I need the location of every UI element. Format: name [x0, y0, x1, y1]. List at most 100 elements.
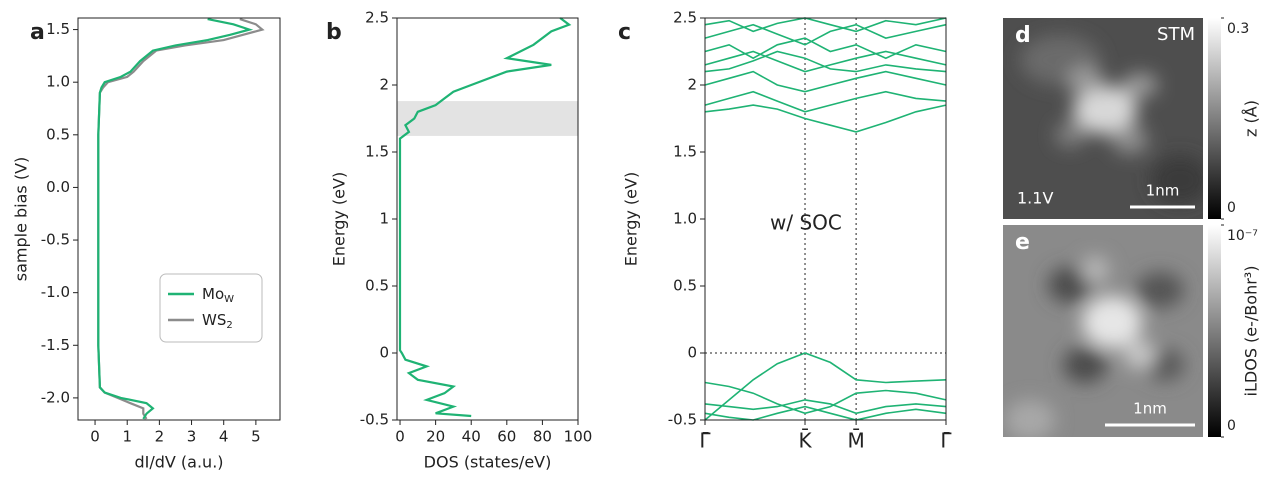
legend-name: WS [202, 311, 226, 329]
image-title: STM [1157, 24, 1195, 45]
curve [398, 17, 572, 418]
ildos-image [1003, 225, 1203, 437]
panel-label: d [1015, 23, 1031, 48]
y-tick-label: 0.5 [673, 277, 697, 295]
x-tick-label: Γ̄ [699, 429, 711, 453]
band [704, 90, 947, 113]
curve [97, 18, 254, 420]
panel-label: a [30, 20, 45, 45]
scale-bar-label: 1nm [1133, 400, 1167, 418]
colorbar [1208, 18, 1221, 219]
annotation: w/ SOC [770, 211, 842, 235]
legend-label: WS2 [202, 311, 233, 332]
x-tick-label: 4 [219, 428, 229, 446]
y-tick-label: 1.5 [365, 143, 389, 161]
image-features [1020, 35, 1203, 205]
legend-label: MoW [202, 285, 234, 306]
band [704, 104, 947, 133]
panel-label: c [618, 20, 631, 45]
stm-image [1003, 18, 1203, 219]
blob [1063, 347, 1107, 383]
y-tick-label: 1.5 [673, 143, 697, 161]
band [704, 17, 947, 33]
blob [1073, 86, 1137, 134]
colorbar [1208, 225, 1221, 437]
legend-name: Mo [202, 285, 224, 303]
y-tick-label: 0.5 [46, 125, 70, 143]
plot-frame [396, 17, 579, 421]
x-axis-label: DOS (states/eV) [424, 453, 552, 472]
blob [1112, 126, 1148, 154]
x-tick-label: 40 [462, 428, 481, 446]
y-tick-label: 2.5 [365, 9, 389, 27]
x-axis-label: dI/dV (a.u.) [134, 453, 223, 472]
x-tick-label: 1 [122, 428, 132, 446]
x-tick-label: 60 [497, 428, 516, 446]
legend-box [159, 273, 263, 343]
panel-label: b [326, 20, 342, 45]
blob [1048, 267, 1092, 303]
y-tick-label: 2 [379, 76, 389, 94]
band [704, 405, 947, 421]
band [704, 50, 947, 73]
x-tick-label: 3 [187, 428, 197, 446]
y-tick-label: -1.5 [41, 336, 70, 354]
y-tick-label: 1.5 [46, 20, 70, 38]
y-tick-label: -1.0 [41, 283, 70, 301]
x-tick-label: 0 [90, 428, 100, 446]
colorbar-tick-label: 10⁻⁷ [1227, 228, 1258, 244]
y-tick-label: -0.5 [41, 231, 70, 249]
y-tick-label: 0.5 [365, 277, 389, 295]
y-tick-label: 2 [687, 76, 697, 94]
x-tick-label: Γ̄ [940, 429, 952, 453]
x-tick-label: K̄ [798, 428, 812, 453]
plot-frame [77, 17, 281, 421]
colorbar-label: z (Å) [1242, 100, 1261, 137]
colorbar-tick-label: 0 [1227, 418, 1236, 434]
blob [1082, 296, 1142, 348]
y-tick-label: 1.0 [46, 73, 70, 91]
image-features [1005, 256, 1185, 437]
colorbar-tick-label: 0 [1227, 200, 1236, 216]
y-tick-label: 0 [687, 344, 697, 362]
colorbar-label: iLDOS (e-/Bohr³) [1242, 266, 1261, 397]
y-tick-label: 2.5 [673, 9, 697, 27]
panel-label: e [1015, 230, 1030, 255]
blob [1150, 155, 1203, 205]
band [704, 399, 947, 415]
plot-frame [704, 17, 947, 421]
y-tick-label: 1 [379, 210, 389, 228]
x-tick-label: 80 [533, 428, 552, 446]
blob [1055, 123, 1085, 147]
y-tick-label: -0.5 [360, 411, 389, 429]
curve [97, 18, 265, 420]
y-tick-label: 0.0 [46, 178, 70, 196]
y-tick-label: 0 [379, 344, 389, 362]
legend-subscript: 2 [226, 320, 232, 331]
y-tick-label: 1.0 [673, 210, 697, 228]
blob [1124, 341, 1156, 369]
x-tick-label: M̄ [847, 428, 864, 453]
band [704, 70, 947, 93]
y-axis-label: sample bias (V) [12, 157, 31, 282]
y-tick-label: -0.5 [668, 411, 697, 429]
y-tick-label: -2.0 [41, 388, 70, 406]
blob [1122, 73, 1158, 97]
band [704, 37, 947, 60]
blob [1067, 66, 1103, 94]
band [704, 50, 947, 73]
x-tick-label: 2 [155, 428, 165, 446]
x-tick-label: 0 [395, 428, 405, 446]
band [704, 23, 947, 46]
blob [1081, 256, 1109, 284]
blob [1136, 272, 1184, 308]
colorbar-tick-label: 0.3 [1227, 21, 1249, 37]
gap-band [397, 101, 578, 136]
scale-bar-label: 1nm [1146, 182, 1180, 200]
x-tick-label: 20 [426, 428, 445, 446]
image-annotation: 1.1V [1017, 189, 1053, 208]
x-tick-label: 5 [251, 428, 261, 446]
y-axis-label: Energy (eV) [622, 172, 641, 266]
